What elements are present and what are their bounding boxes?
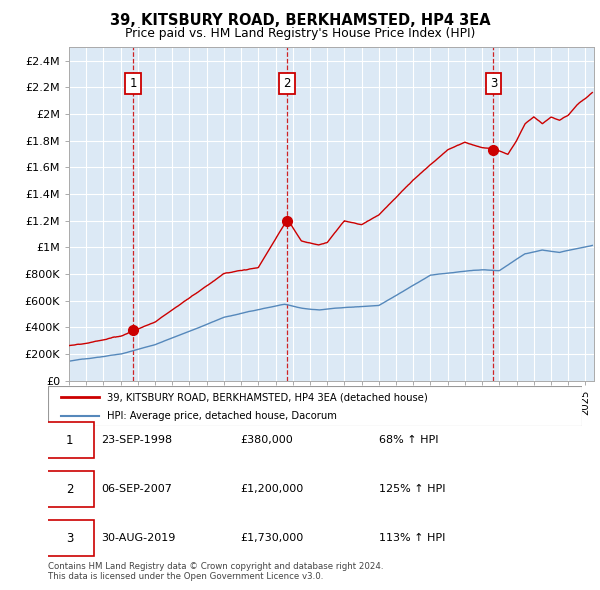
Text: 1: 1: [66, 434, 74, 447]
Text: £380,000: £380,000: [240, 435, 293, 445]
Text: Contains HM Land Registry data © Crown copyright and database right 2024.
This d: Contains HM Land Registry data © Crown c…: [48, 562, 383, 581]
Text: 06-SEP-2007: 06-SEP-2007: [101, 484, 172, 494]
Text: 2: 2: [284, 77, 291, 90]
Text: £1,730,000: £1,730,000: [240, 533, 304, 543]
Text: 30-AUG-2019: 30-AUG-2019: [101, 533, 176, 543]
FancyBboxPatch shape: [46, 520, 94, 556]
Text: 23-SEP-1998: 23-SEP-1998: [101, 435, 173, 445]
Text: 3: 3: [490, 77, 497, 90]
Text: 39, KITSBURY ROAD, BERKHAMSTED, HP4 3EA (detached house): 39, KITSBURY ROAD, BERKHAMSTED, HP4 3EA …: [107, 392, 427, 402]
FancyBboxPatch shape: [48, 386, 582, 426]
Text: 3: 3: [66, 532, 74, 545]
Text: 68% ↑ HPI: 68% ↑ HPI: [379, 435, 439, 445]
Text: Price paid vs. HM Land Registry's House Price Index (HPI): Price paid vs. HM Land Registry's House …: [125, 27, 475, 40]
FancyBboxPatch shape: [46, 471, 94, 507]
Text: 2: 2: [66, 483, 74, 496]
FancyBboxPatch shape: [46, 422, 94, 458]
Text: 125% ↑ HPI: 125% ↑ HPI: [379, 484, 446, 494]
Text: 113% ↑ HPI: 113% ↑ HPI: [379, 533, 445, 543]
Text: £1,200,000: £1,200,000: [240, 484, 304, 494]
Text: 1: 1: [130, 77, 137, 90]
Text: 39, KITSBURY ROAD, BERKHAMSTED, HP4 3EA: 39, KITSBURY ROAD, BERKHAMSTED, HP4 3EA: [110, 13, 490, 28]
Text: HPI: Average price, detached house, Dacorum: HPI: Average price, detached house, Daco…: [107, 411, 337, 421]
